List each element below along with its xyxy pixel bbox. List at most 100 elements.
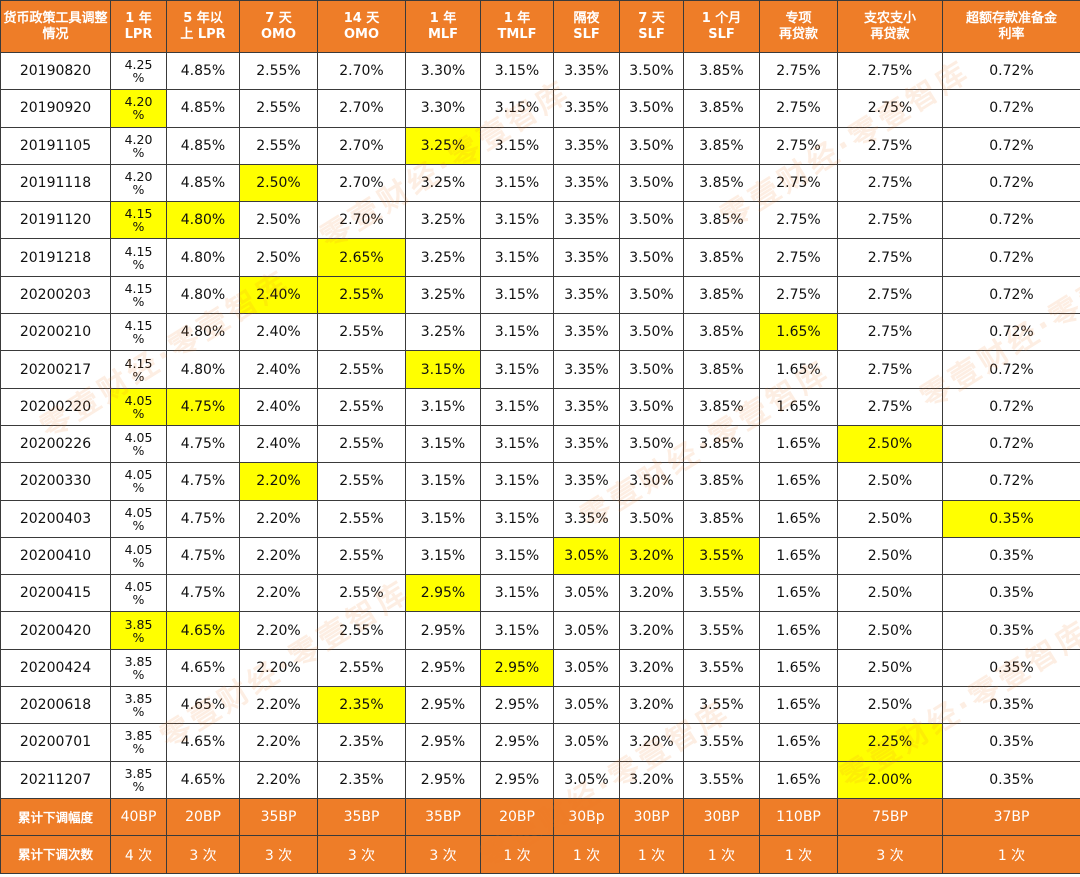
summary-cell: 1 次 bbox=[554, 836, 620, 874]
date-cell: 20200217 bbox=[1, 351, 111, 388]
rate-cell: 0.72% bbox=[943, 164, 1080, 201]
rate-cell: 3.15% bbox=[481, 127, 554, 164]
rate-cell: 4.20% bbox=[111, 90, 167, 127]
date-cell: 20190920 bbox=[1, 90, 111, 127]
rate-cell: 2.95% bbox=[481, 724, 554, 761]
rate-cell: 4.75% bbox=[167, 500, 240, 537]
rate-cell: 2.50% bbox=[838, 500, 943, 537]
rate-cell: 2.55% bbox=[318, 575, 406, 612]
rate-cell: 3.15% bbox=[481, 537, 554, 574]
rate-cell: 3.55% bbox=[684, 612, 760, 649]
summary-cell: 3 次 bbox=[406, 836, 481, 874]
summary-cell: 3 次 bbox=[240, 836, 318, 874]
rate-cell: 2.75% bbox=[760, 164, 838, 201]
rate-cell: 3.50% bbox=[620, 53, 684, 90]
rate-cell: 3.35% bbox=[554, 127, 620, 164]
rate-cell: 2.50% bbox=[838, 575, 943, 612]
rate-cell: 4.80% bbox=[167, 314, 240, 351]
summary-cell: 30BP bbox=[620, 798, 684, 836]
rate-cell: 2.75% bbox=[838, 202, 943, 239]
rate-cell: 3.15% bbox=[481, 425, 554, 462]
rate-cell: 4.05% bbox=[111, 388, 167, 425]
rate-cell: 3.15% bbox=[406, 351, 481, 388]
rate-cell: 2.20% bbox=[240, 724, 318, 761]
rate-cell: 3.25% bbox=[406, 314, 481, 351]
rate-cell: 3.50% bbox=[620, 500, 684, 537]
rate-cell: 3.35% bbox=[554, 351, 620, 388]
rate-cell: 3.15% bbox=[481, 388, 554, 425]
date-cell: 20191120 bbox=[1, 202, 111, 239]
rate-cell: 3.15% bbox=[481, 500, 554, 537]
rate-cell: 0.72% bbox=[943, 202, 1080, 239]
rate-cell: 0.72% bbox=[943, 90, 1080, 127]
rate-cell: 3.55% bbox=[684, 649, 760, 686]
rate-cell: 4.65% bbox=[167, 761, 240, 798]
rate-cell: 4.80% bbox=[167, 351, 240, 388]
rate-cell: 3.15% bbox=[406, 537, 481, 574]
rate-cell: 2.55% bbox=[318, 276, 406, 313]
rate-cell: 3.50% bbox=[620, 314, 684, 351]
rate-cell: 1.65% bbox=[760, 537, 838, 574]
rate-cell: 2.75% bbox=[838, 53, 943, 90]
rate-cell: 2.95% bbox=[406, 575, 481, 612]
rate-cell: 3.15% bbox=[406, 463, 481, 500]
summary-cell: 3 次 bbox=[167, 836, 240, 874]
rate-cell: 2.95% bbox=[406, 612, 481, 649]
rate-cell: 0.72% bbox=[943, 425, 1080, 462]
rate-cell: 4.75% bbox=[167, 537, 240, 574]
rate-cell: 1.65% bbox=[760, 425, 838, 462]
rate-cell: 2.50% bbox=[838, 537, 943, 574]
rate-cell: 3.50% bbox=[620, 202, 684, 239]
rate-cell: 3.50% bbox=[620, 239, 684, 276]
rate-cell: 3.50% bbox=[620, 351, 684, 388]
rate-cell: 3.85% bbox=[684, 164, 760, 201]
rate-cell: 4.15% bbox=[111, 276, 167, 313]
rate-cell: 2.25% bbox=[838, 724, 943, 761]
rate-cell: 2.50% bbox=[838, 463, 943, 500]
rate-cell: 2.75% bbox=[838, 239, 943, 276]
rate-cell: 2.75% bbox=[838, 164, 943, 201]
rate-cell: 4.65% bbox=[167, 687, 240, 724]
summary-cell: 1 次 bbox=[684, 836, 760, 874]
rate-cell: 2.95% bbox=[406, 724, 481, 761]
rate-cell: 2.55% bbox=[318, 314, 406, 351]
summary-cell: 20BP bbox=[167, 798, 240, 836]
rate-cell: 2.50% bbox=[240, 164, 318, 201]
date-cell: 20200410 bbox=[1, 537, 111, 574]
rate-cell: 3.15% bbox=[481, 164, 554, 201]
summary-cell: 37BP bbox=[943, 798, 1080, 836]
rate-cell: 3.85% bbox=[684, 53, 760, 90]
rate-cell: 3.15% bbox=[481, 575, 554, 612]
rate-cell: 0.72% bbox=[943, 351, 1080, 388]
rate-cell: 2.55% bbox=[318, 649, 406, 686]
rate-cell: 3.20% bbox=[620, 761, 684, 798]
rate-cell: 4.15% bbox=[111, 314, 167, 351]
rate-cell: 3.85% bbox=[684, 425, 760, 462]
date-cell: 20200226 bbox=[1, 425, 111, 462]
rate-cell: 0.72% bbox=[943, 463, 1080, 500]
rate-cell: 4.75% bbox=[167, 425, 240, 462]
rate-cell: 2.40% bbox=[240, 314, 318, 351]
rate-cell: 2.95% bbox=[406, 649, 481, 686]
rate-cell: 3.85% bbox=[684, 90, 760, 127]
summary-cell: 1 次 bbox=[760, 836, 838, 874]
rate-cell: 3.20% bbox=[620, 612, 684, 649]
rate-cell: 2.50% bbox=[838, 612, 943, 649]
rate-cell: 2.95% bbox=[481, 687, 554, 724]
summary-cell: 35BP bbox=[318, 798, 406, 836]
rate-cell: 3.85% bbox=[111, 649, 167, 686]
summary-label: 累计下调幅度 bbox=[1, 798, 111, 836]
